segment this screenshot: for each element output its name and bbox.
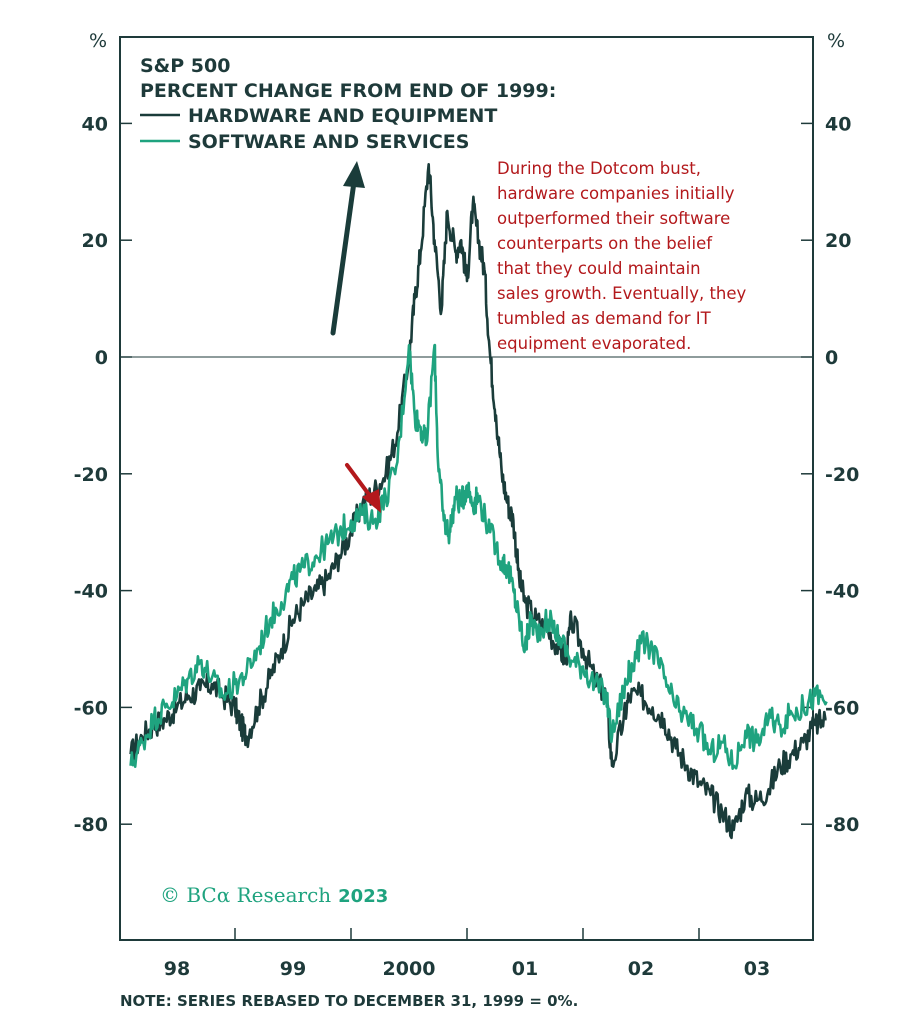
y-axis-ticks: 40 40 20 20 0 0 -20 -20 -40 -40 -60 -60 -80 -80 xyxy=(74,113,860,836)
annotation-line-7: tumbled as demand for IT xyxy=(497,309,712,328)
y-tick-label-left: 20 xyxy=(82,230,108,252)
series-group xyxy=(129,163,828,840)
series-line-hardware xyxy=(129,163,827,840)
annotation-line-1: During the Dotcom bust, xyxy=(497,159,701,178)
footnote: NOTE: SERIES REBASED TO DECEMBER 31, 199… xyxy=(120,992,578,1010)
y-tick-label-right: -80 xyxy=(825,814,859,836)
x-tick-label: 01 xyxy=(512,958,538,980)
x-tick-label: 2000 xyxy=(383,958,436,980)
series-line-software xyxy=(129,343,828,770)
y-unit-left: % xyxy=(89,30,107,52)
annotation-line-6: sales growth. Eventually, they xyxy=(497,284,747,303)
annotation-line-8: equipment evaporated. xyxy=(497,334,691,353)
down-arrow xyxy=(345,463,381,513)
legend-label-software: SOFTWARE AND SERVICES xyxy=(188,131,469,153)
annotation-line-4: counterparts on the belief xyxy=(497,234,713,253)
legend-label-hardware: HARDWARE AND EQUIPMENT xyxy=(188,105,497,127)
y-tick-label-left: -80 xyxy=(74,814,108,836)
logo-year: 2023 xyxy=(338,886,388,907)
x-tick-label: 03 xyxy=(744,958,770,980)
y-tick-label-left: -20 xyxy=(74,464,108,486)
annotation-line-2: hardware companies initially xyxy=(497,184,735,203)
x-tick-label: 98 xyxy=(164,958,190,980)
chart-subtitle: PERCENT CHANGE FROM END OF 1999: xyxy=(140,80,556,102)
x-tick-label: 99 xyxy=(280,958,306,980)
x-axis-ticks: 98 99 2000 01 02 03 xyxy=(164,928,770,980)
annotation-line-3: outperformed their software xyxy=(497,209,730,228)
bca-logo: © BCα Research 2023 xyxy=(160,883,388,907)
y-tick-label-right: 0 xyxy=(825,347,838,369)
y-tick-label-left: 40 xyxy=(82,113,108,135)
y-tick-label-right: -40 xyxy=(825,581,859,603)
y-tick-label-right: -60 xyxy=(825,697,859,719)
chart-title: S&P 500 xyxy=(140,55,230,77)
x-tick-label: 02 xyxy=(628,958,654,980)
y-tick-label-right: 40 xyxy=(825,113,851,135)
y-tick-label-right: -20 xyxy=(825,464,859,486)
y-tick-label-left: 0 xyxy=(95,347,108,369)
up-arrow xyxy=(330,161,365,336)
y-tick-label-right: 20 xyxy=(825,230,851,252)
y-tick-label-left: -40 xyxy=(74,581,108,603)
annotation-line-5: that they could maintain xyxy=(497,259,701,278)
annotation-block: During the Dotcom bust, hardware compani… xyxy=(497,159,747,353)
y-tick-label-left: -60 xyxy=(74,697,108,719)
y-unit-right: % xyxy=(827,30,845,52)
logo-symbol: © BCα Research xyxy=(160,883,331,907)
